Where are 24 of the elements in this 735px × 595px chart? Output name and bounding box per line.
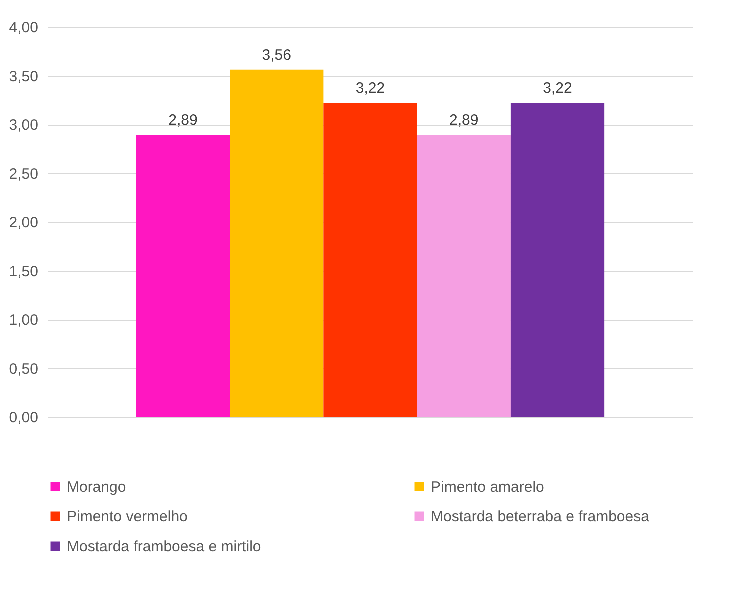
legend-label: Mostarda framboesa e mirtilo <box>67 538 262 556</box>
bar <box>230 70 324 417</box>
bar <box>510 103 605 417</box>
y-tick-label: 0,50 <box>9 360 38 378</box>
legend-label: Pimento amarelo <box>431 478 544 496</box>
y-tick-label: 3,50 <box>9 68 38 86</box>
y-tick-label: 1,50 <box>9 263 38 280</box>
data-label: 2,89 <box>450 112 479 130</box>
y-tick-label: 2,50 <box>9 166 38 183</box>
bar <box>324 103 418 417</box>
y-tick-label: 4,00 <box>9 20 38 36</box>
data-label: 3,22 <box>543 80 572 98</box>
y-tick-label: 1,00 <box>9 312 38 329</box>
bar <box>417 135 511 417</box>
y-tick-label: 0,00 <box>9 410 38 426</box>
legend-label: Pimento vermelho <box>67 508 188 526</box>
data-label: 3,22 <box>356 80 386 98</box>
data-label: 2,89 <box>168 112 198 130</box>
y-tick-label: 3,00 <box>9 117 38 134</box>
legend-label: Morango <box>67 478 126 496</box>
legend-label: Mostarda beterraba e framboesa <box>431 508 650 526</box>
y-tick-label: 2,00 <box>9 214 38 232</box>
data-label: 3,56 <box>262 46 292 64</box>
bar <box>136 135 230 417</box>
